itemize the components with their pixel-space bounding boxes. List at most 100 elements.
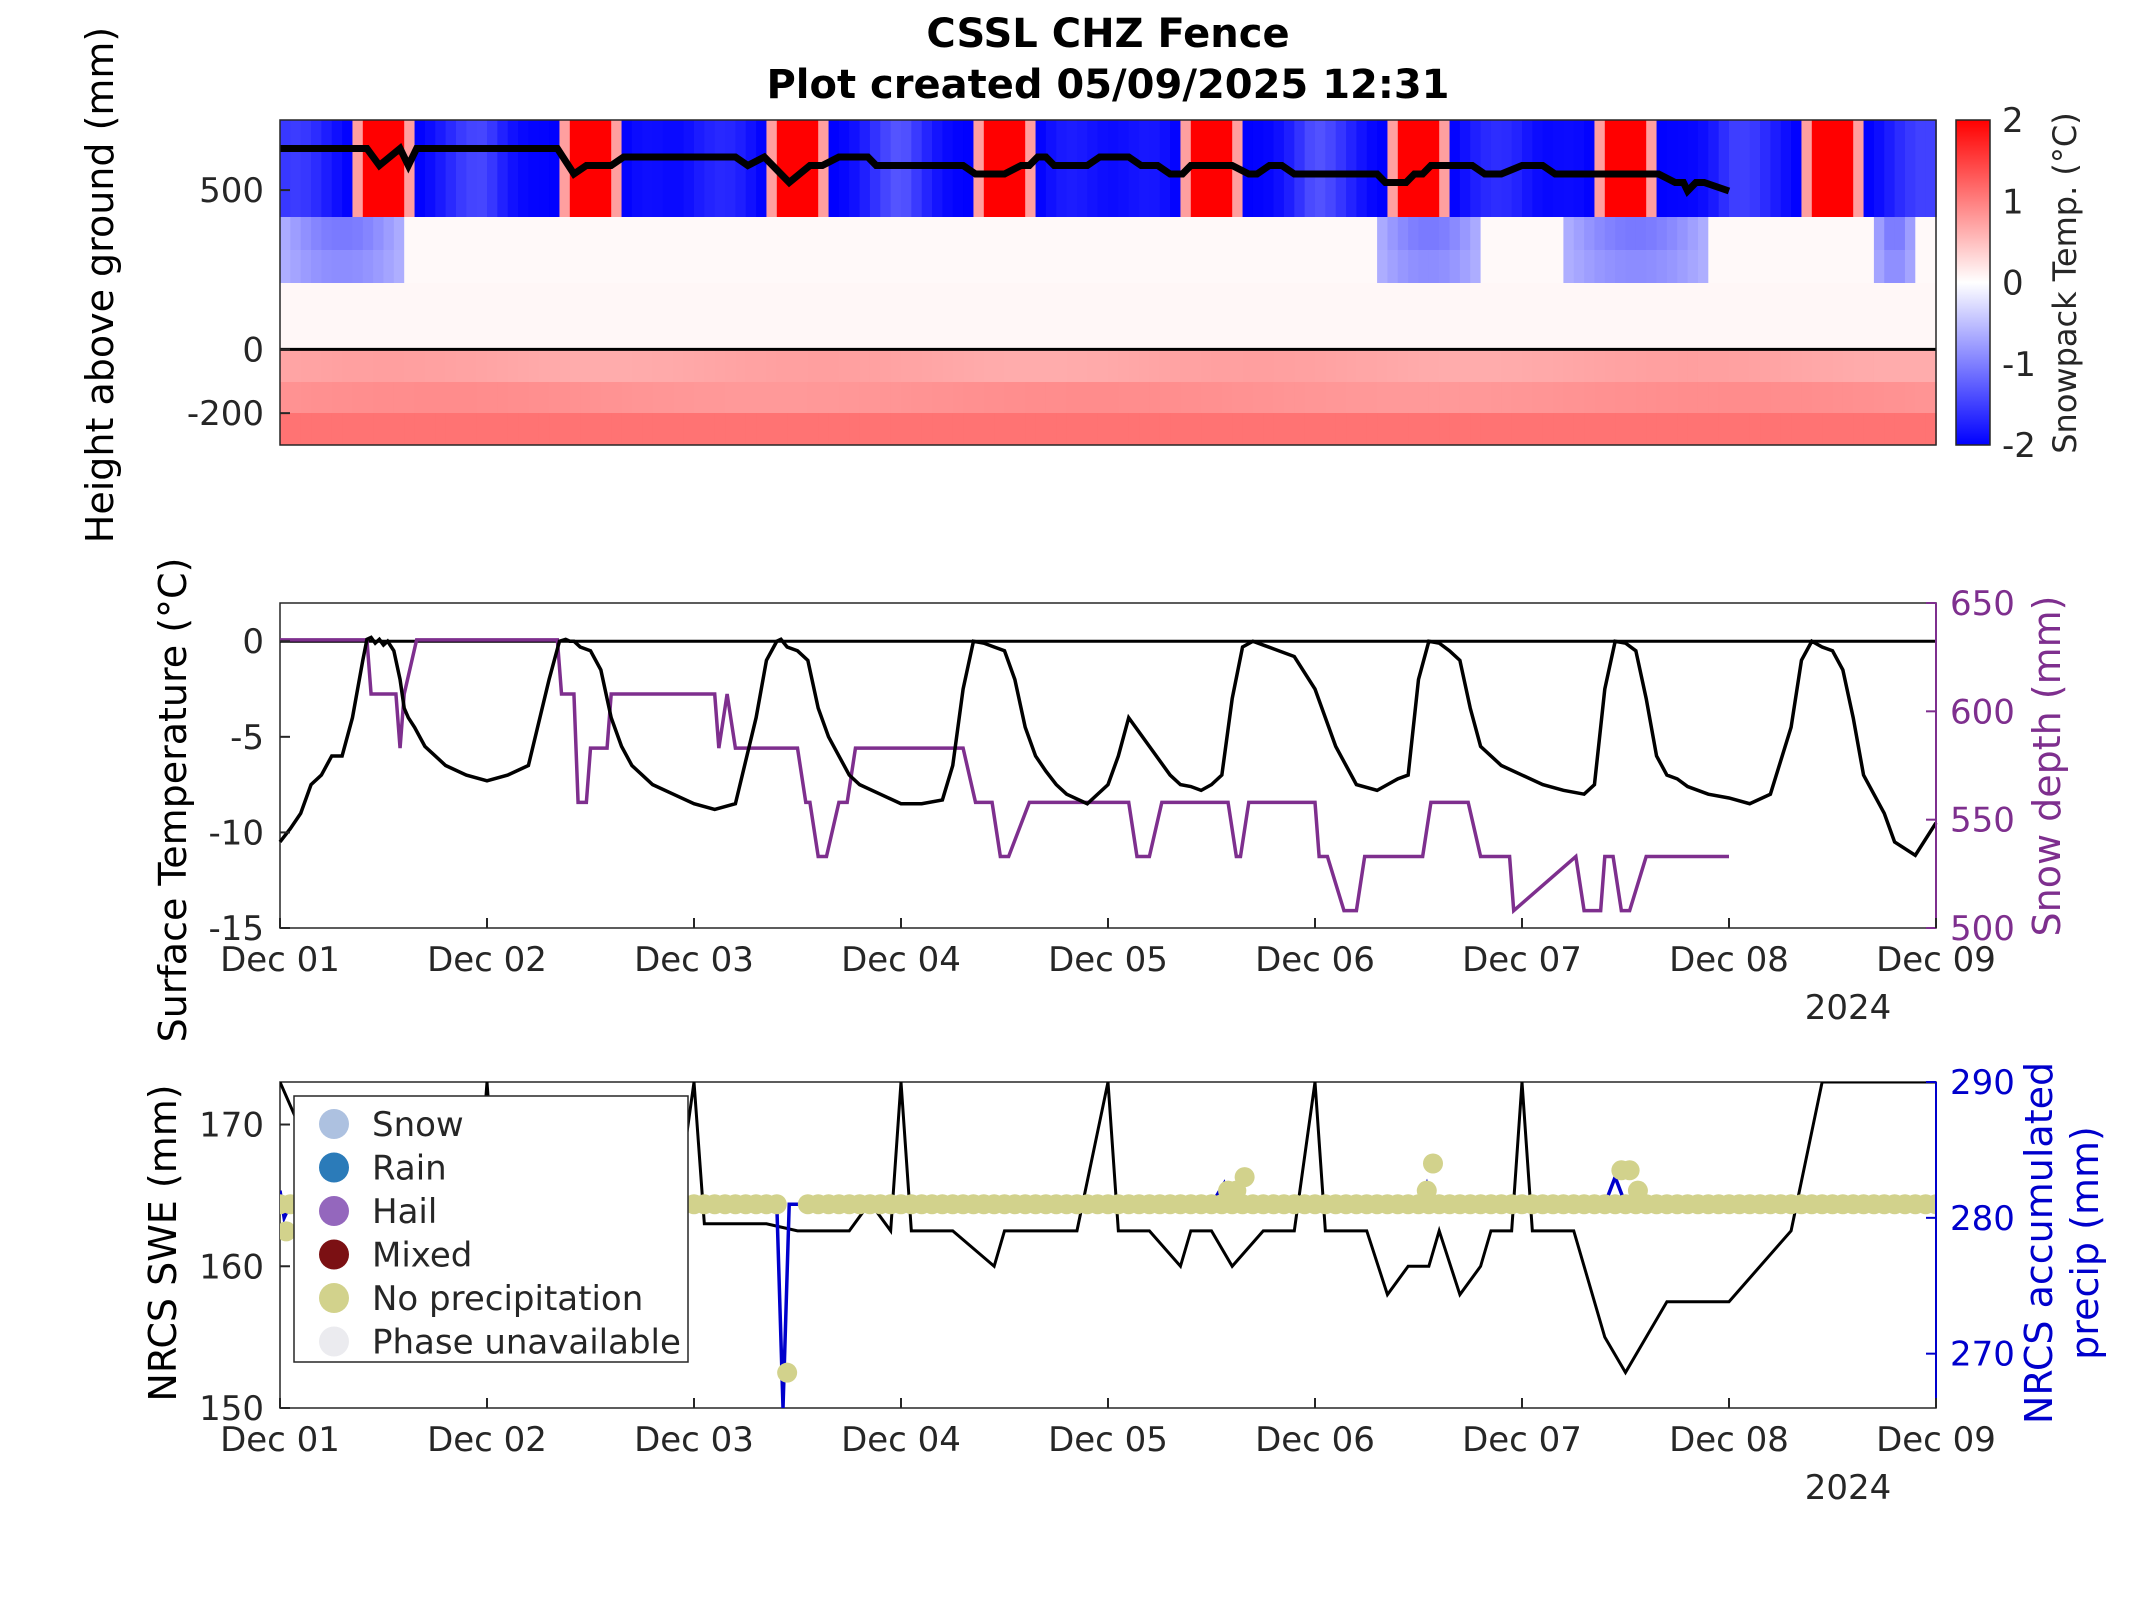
- heatmap-cell: [300, 283, 312, 318]
- heatmap-cell: [1718, 350, 1730, 382]
- heatmap-cell: [1283, 283, 1296, 318]
- heatmap-cell: [859, 382, 871, 413]
- heatmap-cell: [1014, 283, 1026, 318]
- heatmap-cell: [952, 250, 964, 283]
- heatmap-cell: [1439, 250, 1451, 283]
- heatmap-cell: [621, 318, 633, 350]
- heatmap-cell: [1842, 250, 1854, 283]
- heatmap-cell: [280, 120, 292, 217]
- heatmap-cell: [1884, 382, 1896, 413]
- heatmap-cell: [756, 217, 768, 250]
- heatmap-cell: [1459, 350, 1472, 382]
- heatmap-cell: [1522, 413, 1534, 445]
- heatmap-cell: [1190, 217, 1202, 250]
- heatmap-cell: [487, 120, 499, 217]
- heatmap-cell: [1232, 283, 1244, 318]
- heatmap-cell: [1014, 318, 1026, 350]
- heatmap-cell: [280, 217, 292, 250]
- heatmap-cell: [838, 120, 851, 217]
- heatmap-cell: [1697, 413, 1710, 445]
- heatmap-cell: [1791, 283, 1803, 318]
- heatmap-cell: [932, 318, 944, 350]
- heatmap-cell: [1252, 413, 1265, 445]
- heatmap-cell: [1791, 413, 1803, 445]
- heatmap-cell: [1087, 350, 1099, 382]
- heatmap-cell: [1108, 413, 1120, 445]
- heatmap-cell: [673, 350, 685, 382]
- heatmap-cell: [1315, 413, 1327, 445]
- heatmap-cell: [1149, 382, 1161, 413]
- heatmap-cell: [559, 318, 571, 350]
- heatmap-cell: [1480, 283, 1492, 318]
- heatmap-cell: [983, 382, 995, 413]
- heatmap-cell: [1149, 350, 1161, 382]
- heatmap-cell: [1615, 350, 1627, 382]
- heatmap-cell: [1584, 382, 1596, 413]
- heatmap-cell: [631, 283, 644, 318]
- heatmap-cell: [383, 413, 395, 445]
- heatmap-cell: [1563, 250, 1575, 283]
- heatmap-cell: [424, 413, 437, 445]
- heatmap-cell: [1646, 120, 1658, 217]
- surface-ytick-label: -5: [230, 718, 264, 758]
- heatmap-cell: [559, 350, 571, 382]
- heatmap-cell: [807, 250, 819, 283]
- heatmap-cell: [797, 250, 809, 283]
- heatmap-cell: [1201, 350, 1213, 382]
- heatmap-cell: [1004, 250, 1016, 283]
- heatmap-cell: [352, 318, 364, 350]
- heatmap-cell: [1842, 318, 1854, 350]
- heatmap-cell: [973, 413, 985, 445]
- heatmap-cell: [963, 382, 975, 413]
- heatmap-cell: [1832, 318, 1844, 350]
- heatmap-cell: [455, 382, 468, 413]
- heatmap-cell: [1687, 283, 1699, 318]
- heatmap-cell: [1159, 382, 1171, 413]
- heatmap-cell: [1294, 283, 1306, 318]
- heatmap-cell: [1594, 283, 1606, 318]
- heatmap-cell: [290, 350, 302, 382]
- heatmap-cell: [869, 250, 882, 283]
- heatmap-cell: [1087, 120, 1099, 217]
- heatmap-cell: [1097, 413, 1109, 445]
- heatmap-cell: [1035, 382, 1047, 413]
- heatmap-cell: [1439, 350, 1451, 382]
- heatmap-cell: [352, 350, 364, 382]
- heatmap-cell: [1190, 413, 1202, 445]
- heatmap-cell: [1356, 350, 1368, 382]
- heatmap-cell: [1542, 250, 1554, 283]
- precip-ytick-label: 270: [1950, 1335, 2015, 1375]
- heatmap-cell: [331, 120, 343, 217]
- heatmap-cell: [1418, 250, 1430, 283]
- heatmap-cell: [342, 350, 354, 382]
- heatmap-cell: [838, 318, 851, 350]
- no-precip-marker: [1926, 1194, 1936, 1215]
- heatmap-cell: [1128, 413, 1140, 445]
- heatmap-cell: [1542, 318, 1554, 350]
- heatmap-cell: [1439, 217, 1451, 250]
- heatmap-cell: [1439, 413, 1451, 445]
- heatmap-cell: [1211, 318, 1223, 350]
- heatmap-cell: [611, 350, 623, 382]
- heatmap-cell: [1615, 413, 1627, 445]
- heatmap-cell: [859, 350, 871, 382]
- heatmap-cell: [1035, 120, 1047, 217]
- heatmap-cell: [1894, 318, 1906, 350]
- heatmap-cell: [983, 413, 995, 445]
- heatmap-cell: [1139, 350, 1151, 382]
- heatmap-cell: [973, 382, 985, 413]
- heatmap-cell: [1553, 217, 1565, 250]
- heatmap-cell: [1687, 413, 1699, 445]
- no-precip-marker: [1619, 1160, 1640, 1181]
- heatmap-cell: [642, 318, 654, 350]
- heatmap-cell: [745, 318, 757, 350]
- heatmap-cell: [1408, 318, 1420, 350]
- heatmap-cell: [1418, 413, 1430, 445]
- heatmap-cell: [1522, 283, 1534, 318]
- heatmap-cell: [683, 413, 695, 445]
- surface-xtick-label: Dec 01: [220, 940, 340, 980]
- heatmap-cell: [1915, 350, 1927, 382]
- heatmap-cell: [1387, 283, 1399, 318]
- heatmap-cell: [549, 382, 561, 413]
- heatmap-cell: [1366, 283, 1378, 318]
